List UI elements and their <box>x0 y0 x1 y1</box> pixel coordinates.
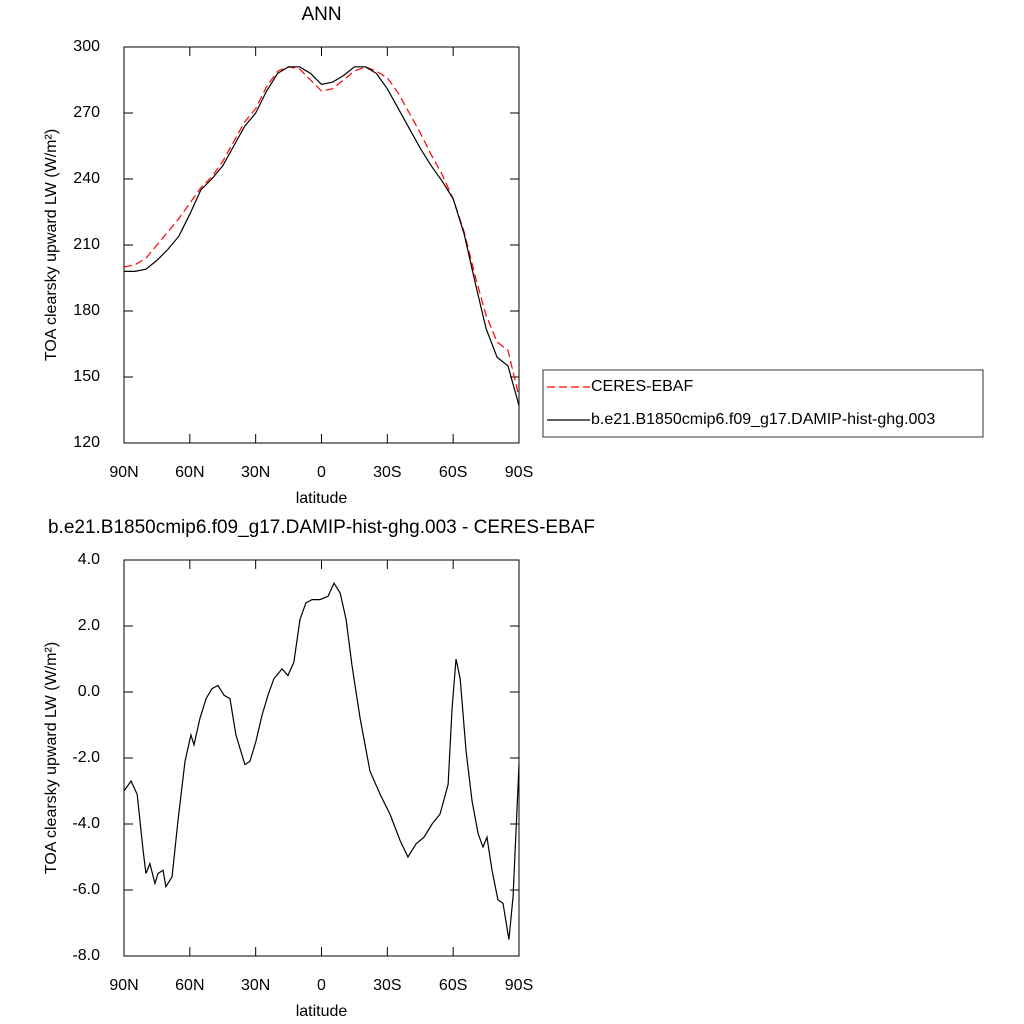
y-tick-label: 210 <box>73 236 100 253</box>
x-tick-label: 60N <box>175 977 204 994</box>
x-axis-label: latitude <box>296 1003 348 1020</box>
y-axis-label: TOA clearsky upward LW (W/m²) <box>43 129 60 361</box>
y-tick-label: 240 <box>73 170 100 187</box>
x-tick-label: 0 <box>317 977 326 994</box>
y-tick-label: -8.0 <box>72 947 100 964</box>
y-tick-label: -4.0 <box>72 815 100 832</box>
y-tick-label: 300 <box>73 38 100 55</box>
legend-label: CERES-EBAF <box>591 378 693 395</box>
y-tick-label: -6.0 <box>72 881 100 898</box>
x-tick-label: 90S <box>505 464 533 481</box>
data-line <box>123 581 520 940</box>
legend-box <box>542 369 984 438</box>
y-tick-label: 0.0 <box>78 683 100 700</box>
chart-title: ANN <box>301 4 341 25</box>
y-axis-label: TOA clearsky upward LW (W/m²) <box>43 642 60 874</box>
data-line <box>124 66 520 406</box>
x-tick-label: 90N <box>109 977 138 994</box>
legend-label: b.e21.B1850cmip6.f09_g17.DAMIP-hist-ghg.… <box>591 411 935 428</box>
y-tick-label: 150 <box>73 368 100 385</box>
x-tick-label: 60S <box>439 464 467 481</box>
y-tick-label: 2.0 <box>78 617 100 634</box>
x-tick-label: 30N <box>241 977 270 994</box>
plot-frame <box>123 46 520 444</box>
y-tick-label: 4.0 <box>78 551 100 568</box>
x-tick-label: 30N <box>241 464 270 481</box>
x-tick-label: 60N <box>175 464 204 481</box>
plot-frame <box>123 559 520 957</box>
chart-title: b.e21.B1850cmip6.f09_g17.DAMIP-hist-ghg.… <box>48 517 595 538</box>
data-line <box>123 66 520 397</box>
y-tick-label: -2.0 <box>72 749 100 766</box>
x-tick-label: 30S <box>373 977 401 994</box>
y-tick-label: 120 <box>73 434 100 451</box>
x-axis-label: latitude <box>296 490 348 507</box>
y-tick-label: 270 <box>73 104 100 121</box>
x-tick-label: 0 <box>317 464 326 481</box>
x-tick-label: 90S <box>505 977 533 994</box>
y-tick-label: 180 <box>73 302 100 319</box>
x-tick-label: 30S <box>373 464 401 481</box>
x-tick-label: 90N <box>109 464 138 481</box>
x-tick-label: 60S <box>439 977 467 994</box>
